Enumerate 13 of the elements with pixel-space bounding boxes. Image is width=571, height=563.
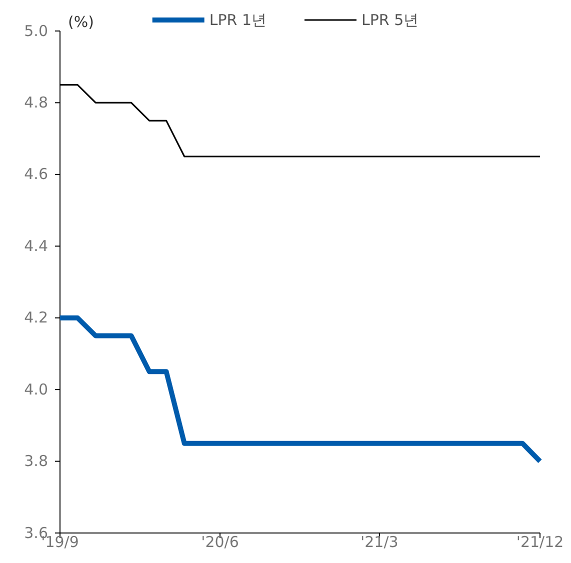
legend-label: LPR 5년 [362,11,419,29]
y-tick-label: 5.0 [24,22,48,40]
y-tick-label: 4.4 [24,236,48,255]
y-tick-label: 4.0 [24,380,48,398]
legend-label: LPR 1년 [209,11,266,29]
y-tick-label: 4.2 [24,308,48,327]
y-tick-label: 4.8 [24,94,48,112]
x-tick-label: '21/3 [360,533,398,551]
y-tick-label: 3.8 [24,452,48,470]
x-tick-label: '20/6 [201,533,239,551]
y-tick-label: 4.6 [24,165,48,184]
x-tick-label: '21/12 [516,533,564,551]
y-axis-title: (%) [68,13,94,31]
